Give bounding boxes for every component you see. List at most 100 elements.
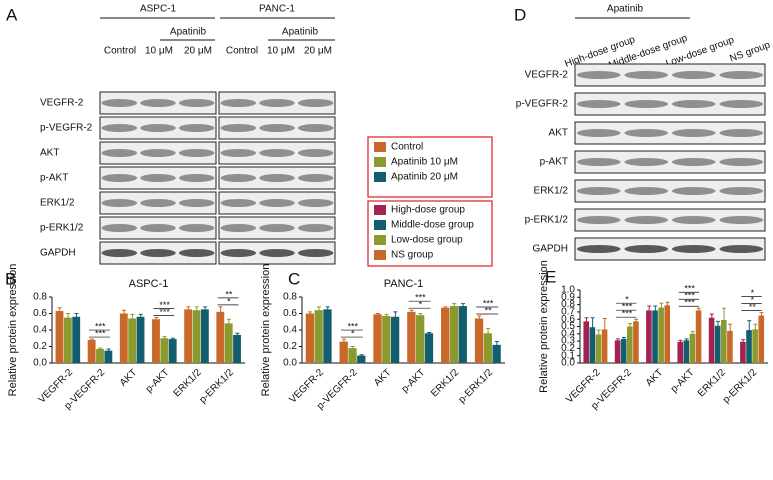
blot-band [101, 149, 138, 157]
blot-band [624, 71, 669, 79]
x-tick-label: p-AKT [400, 367, 428, 395]
error-bar [384, 313, 389, 318]
error-bar [590, 317, 595, 337]
error-bar [715, 320, 720, 331]
blot-strip [574, 63, 766, 87]
bar [119, 313, 128, 363]
bar [224, 323, 233, 363]
blot-band [220, 199, 257, 207]
y-tick-label: 0.4 [33, 325, 47, 336]
significance-label: * [625, 295, 629, 305]
blot-band [259, 99, 295, 107]
error-bar [350, 346, 355, 350]
legend-label: Apatinib 10 μM [391, 157, 458, 168]
blot-band [220, 174, 257, 182]
bar [595, 334, 602, 363]
legend-swatch [374, 172, 386, 182]
blot-band [297, 224, 334, 232]
row-label: p-AKT [40, 173, 68, 184]
error-bar [690, 331, 695, 336]
bar [63, 317, 72, 363]
bar [708, 317, 715, 363]
x-tick-label: AKT [644, 367, 666, 389]
cell-line-label: ASPC-1 [140, 4, 177, 15]
bar [614, 340, 621, 363]
y-tick-label: 0.2 [283, 341, 297, 352]
bar [348, 348, 357, 363]
bar [492, 344, 501, 363]
bar [714, 325, 721, 363]
error-bar [203, 306, 208, 312]
bar [746, 330, 752, 363]
bar [652, 310, 658, 363]
error-bar [170, 337, 175, 340]
blot-band [259, 149, 295, 157]
blot-band [297, 199, 334, 207]
bar [216, 311, 225, 363]
x-tick-label: p-AKT [144, 367, 172, 395]
bar [483, 333, 492, 363]
bar [683, 340, 690, 363]
error-bar [66, 313, 71, 322]
row-label: AKT [40, 148, 59, 159]
bar [589, 327, 596, 363]
error-bar [235, 332, 240, 337]
legend-swatch [374, 250, 386, 260]
error-bar [130, 313, 135, 323]
bar [87, 339, 96, 363]
bar [424, 333, 434, 363]
error-bar [628, 323, 633, 330]
blot-band [140, 99, 176, 107]
significance-label: * [419, 300, 423, 310]
blot-band [220, 249, 257, 257]
blot-band [671, 129, 716, 137]
error-bar [494, 341, 499, 349]
blot-band [220, 124, 257, 132]
error-bar [218, 306, 223, 317]
y-tick-label: 0.4 [283, 325, 297, 336]
error-bar [98, 347, 103, 350]
error-bar [653, 305, 658, 315]
error-bar [665, 301, 670, 309]
y-tick-label: 0.7 [561, 307, 575, 318]
blot-band [624, 245, 669, 253]
blot-band [259, 199, 295, 207]
error-bar [728, 323, 733, 338]
blot-band [624, 216, 669, 224]
blot-band [259, 224, 295, 232]
blot-band [178, 174, 215, 182]
bar [314, 310, 323, 363]
bar [96, 348, 104, 363]
x-tick-label: AKT [372, 367, 394, 389]
panel-letter: B [5, 269, 16, 288]
error-bar [759, 312, 764, 319]
bar [458, 306, 467, 363]
y-tick-label: 0.2 [561, 343, 575, 354]
blot-strip [574, 208, 766, 232]
panel-letter: E [545, 267, 556, 286]
panel-letter: D [514, 5, 526, 24]
blot-band [671, 187, 716, 195]
bar [627, 326, 633, 363]
bar [416, 315, 425, 363]
bar [633, 321, 639, 363]
row-label: p-VEGFR-2 [516, 99, 569, 110]
blot-band [719, 216, 764, 224]
y-tick-label: 0.3 [561, 336, 575, 347]
bar [664, 305, 671, 363]
row-label: p-ERK1/2 [525, 215, 569, 226]
blot-band [140, 174, 176, 182]
bar [390, 316, 400, 363]
error-bar [393, 311, 398, 322]
y-tick-label: 0.6 [33, 308, 47, 319]
y-tick-label: 0.8 [561, 299, 575, 310]
error-bar [162, 336, 167, 340]
y-tick-label: 0.6 [283, 308, 297, 319]
blot-band [719, 100, 764, 108]
y-tick-label: 0.6 [561, 314, 575, 325]
bar [758, 315, 765, 363]
significance-label: *** [347, 321, 358, 331]
bar [620, 338, 627, 363]
blot-band [220, 149, 257, 157]
